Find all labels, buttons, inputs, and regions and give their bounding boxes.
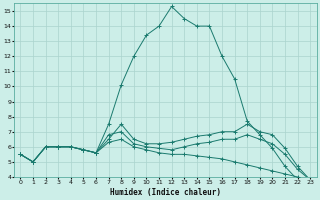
X-axis label: Humidex (Indice chaleur): Humidex (Indice chaleur) [110,188,221,197]
